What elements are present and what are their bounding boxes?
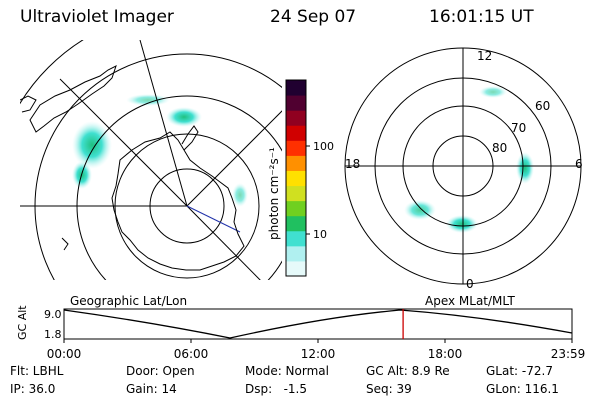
colorbar: 100 10 photon cm⁻²s⁻¹ [267,79,334,277]
colorbar-cell [286,215,306,232]
coast-fragment [20,95,37,113]
observation-time: 16:01:15 UT [429,7,534,27]
observation-date: 24 Sep 07 [270,7,357,27]
colorbar-cell [286,230,306,247]
altitude-curve [63,309,573,339]
geo-sun-direction [186,205,241,233]
alt-tick-max: 9.0 [44,308,62,321]
alt-axis-label: GC Alt [16,305,29,340]
colorbar-cell [286,95,306,111]
south-america-outline [29,65,117,133]
apex-mlt-12: 12 [477,49,492,63]
geographic-map [20,40,282,280]
colorbar-cell [286,185,306,202]
colorbar-tick-100: 100 [313,140,334,153]
time-tick-18: 18:00 [428,347,463,361]
apex-map: 12 18 6 0 60 70 80 [344,47,583,291]
antarctica-outline [111,125,245,271]
geo-aurora [72,94,248,207]
apex-mlat-60: 60 [535,99,550,113]
geographic-label: Geographic Lat/Lon [70,294,188,308]
island-outline [61,237,69,251]
instrument-title: Ultraviolet Imager [20,7,174,27]
time-tick-06: 06:00 [174,347,209,361]
apex-mlt-0: 0 [466,277,474,291]
info-dsp: Dsp: -1.5 [245,382,308,396]
info-seq: Seq: 39 [366,382,412,396]
apex-mlat-80: 80 [492,141,507,155]
colorbar-cell [286,260,306,277]
colorbar-cell [286,80,306,96]
info-glon: GLon: 116.1 [486,382,559,396]
colorbar-cell [286,110,306,126]
apex-mlt-6: 6 [575,157,583,171]
apex-label: Apex MLat/MLT [425,294,515,308]
apex-aurora [404,86,534,233]
time-tick-2359: 23:59 [551,347,586,361]
altitude-plot: 9.0 1.8 GC Alt 00:00 06:00 12:00 18:00 2… [16,305,585,361]
geo-meridians [20,40,282,280]
alt-tick-min: 1.8 [44,328,62,341]
info-mode: Mode: Normal [245,364,329,378]
apex-mlat-70: 70 [511,121,526,135]
info-ip: IP: 36.0 [10,382,56,396]
time-tick-00: 00:00 [47,347,82,361]
info-gc-alt: GC Alt: 8.9 Re [366,364,450,378]
colorbar-unit-label: photon cm⁻²s⁻¹ [267,147,281,240]
colorbar-cell [286,245,306,262]
colorbar-cell [286,200,306,217]
colorbar-cell [286,140,306,156]
time-tick-12: 12:00 [301,347,336,361]
colorbar-tick-10: 10 [313,228,327,241]
info-filter: Flt: LBHL [10,364,64,378]
apex-mlt-18: 18 [345,157,360,171]
colorbar-cell [286,170,306,187]
info-door: Door: Open [126,364,195,378]
colorbar-cell [286,125,306,141]
info-glat: GLat: -72.7 [486,364,553,378]
info-gain: Gain: 14 [126,382,177,396]
colorbar-cell [286,155,306,171]
